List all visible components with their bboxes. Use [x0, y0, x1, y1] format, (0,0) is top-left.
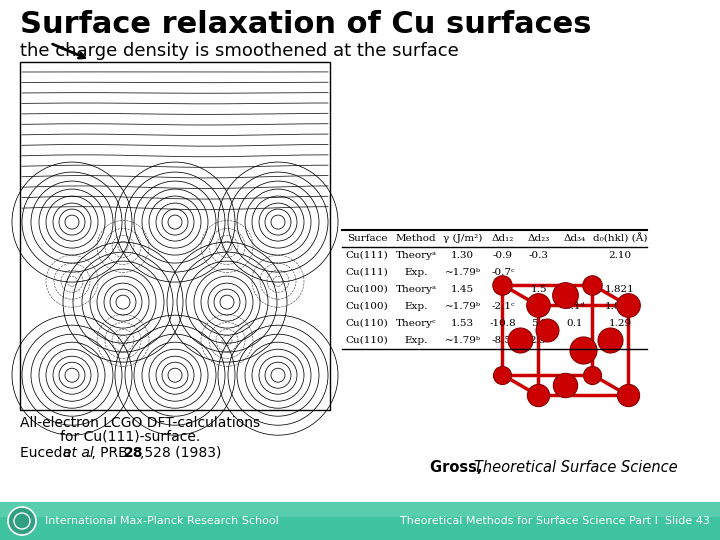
- Text: -0.9: -0.9: [493, 251, 513, 260]
- Text: Theoretical Methods for Surface Science Part I  Slide 43: Theoretical Methods for Surface Science …: [400, 516, 710, 526]
- Text: ., PRB: ., PRB: [87, 446, 132, 460]
- Text: 0.1ᵈ: 0.1ᵈ: [564, 302, 585, 311]
- Text: Δd₃₄: Δd₃₄: [564, 234, 586, 243]
- Text: 0.1: 0.1: [567, 319, 583, 328]
- Text: Theoryᵃ: Theoryᵃ: [395, 285, 436, 294]
- Text: Euceda: Euceda: [20, 446, 76, 460]
- Text: Cu(111): Cu(111): [346, 251, 388, 260]
- Text: Surface relaxation of Cu surfaces: Surface relaxation of Cu surfaces: [20, 10, 592, 39]
- Text: Gross,: Gross,: [430, 460, 487, 475]
- Text: γ (J/m²): γ (J/m²): [443, 234, 482, 243]
- Text: Theoryᵃ: Theoryᵃ: [395, 251, 436, 260]
- Text: ~1.79ᵇ: ~1.79ᵇ: [444, 302, 480, 311]
- Text: et al: et al: [63, 446, 94, 460]
- Text: All-electron LCGO DFT-calculations: All-electron LCGO DFT-calculations: [20, 416, 260, 430]
- Text: ~1.79ᵇ: ~1.79ᵇ: [444, 336, 480, 345]
- Text: ,528 (1983): ,528 (1983): [140, 446, 221, 460]
- Text: 28: 28: [124, 446, 143, 460]
- Text: 1.30: 1.30: [451, 251, 474, 260]
- Text: Δd₁₂: Δd₁₂: [492, 234, 514, 243]
- Text: -0.7ᶜ: -0.7ᶜ: [491, 268, 515, 277]
- Text: Cu(111): Cu(111): [346, 268, 388, 277]
- Text: 0.4ᶜ: 0.4ᶜ: [529, 302, 549, 311]
- Text: 1.45: 1.45: [451, 285, 474, 294]
- Text: for Cu(111)-surface.: for Cu(111)-surface.: [60, 430, 200, 444]
- Text: 1.5: 1.5: [531, 285, 547, 294]
- Text: 1.807: 1.807: [605, 302, 635, 311]
- Text: 2.3ᶜ: 2.3ᶜ: [529, 336, 549, 345]
- Text: 1.53: 1.53: [451, 319, 474, 328]
- Text: Exp.: Exp.: [405, 336, 428, 345]
- Text: Δd₂₃: Δd₂₃: [528, 234, 550, 243]
- Text: -10.8: -10.8: [490, 319, 516, 328]
- Text: Surface: Surface: [347, 234, 387, 243]
- Text: Cu(110): Cu(110): [346, 319, 388, 328]
- Bar: [20, 62, 330, 410]
- Text: Cu(100): Cu(100): [346, 302, 388, 311]
- Text: ~1.79ᵇ: ~1.79ᵇ: [444, 268, 480, 277]
- Text: Theoryᶜ: Theoryᶜ: [396, 319, 436, 328]
- Text: -2.6: -2.6: [493, 285, 513, 294]
- Text: Exp.: Exp.: [405, 268, 428, 277]
- Text: Cu(110): Cu(110): [346, 336, 388, 345]
- Text: Cu(100): Cu(100): [346, 285, 388, 294]
- Text: 1.821: 1.821: [605, 285, 635, 294]
- Text: 2.10: 2.10: [608, 251, 631, 260]
- Text: d₀(hkl) (Å): d₀(hkl) (Å): [593, 233, 647, 244]
- Text: -2.1ᶜ: -2.1ᶜ: [491, 302, 515, 311]
- Text: Method: Method: [396, 234, 436, 243]
- Bar: [0, 502, 720, 540]
- Text: -0.3: -0.3: [529, 251, 549, 260]
- Text: 1.29: 1.29: [608, 319, 631, 328]
- Text: International Max-Planck Research School: International Max-Planck Research School: [45, 516, 279, 526]
- Circle shape: [8, 507, 36, 535]
- Text: 5.3: 5.3: [531, 319, 547, 328]
- Bar: [0, 502, 720, 517]
- Text: the charge density is smoothened at the surface: the charge density is smoothened at the …: [20, 42, 459, 60]
- Text: Exp.: Exp.: [405, 302, 428, 311]
- Text: -8.5ᶜ: -8.5ᶜ: [491, 336, 515, 345]
- Text: Theoretical Surface Science: Theoretical Surface Science: [474, 460, 678, 475]
